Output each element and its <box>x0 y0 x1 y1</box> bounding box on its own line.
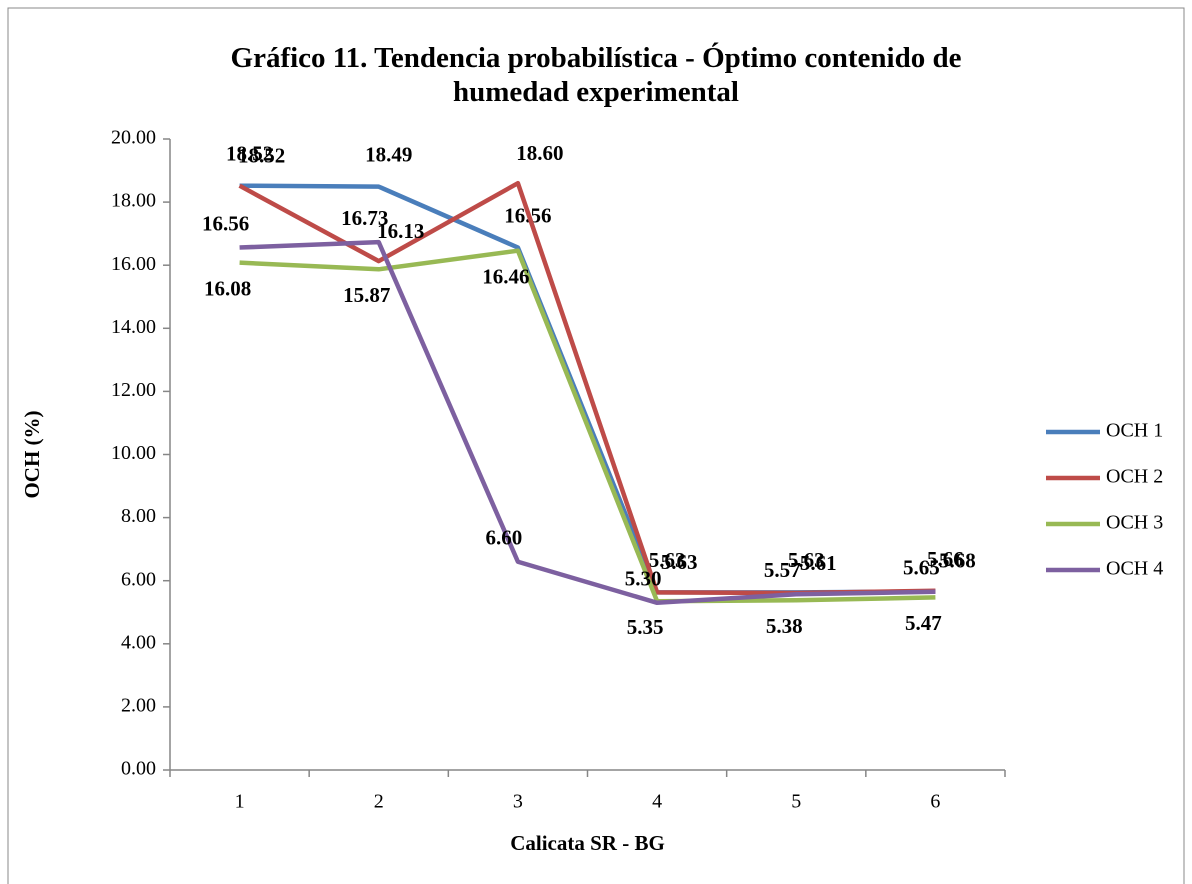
data-label: 18.52 <box>226 142 273 166</box>
y-tick-label: 10.00 <box>111 442 156 464</box>
data-label: 5.65 <box>903 556 940 580</box>
series-line <box>239 248 936 604</box>
data-label: 16.56 <box>202 211 249 235</box>
x-tick-label: 2 <box>374 791 384 813</box>
y-tick-label: 20.00 <box>111 127 156 149</box>
data-label: 5.63 <box>649 548 686 572</box>
data-label: 5.35 <box>627 615 664 639</box>
data-label: 5.47 <box>905 611 942 635</box>
legend-label: OCH 4 <box>1106 558 1163 580</box>
data-label: 16.08 <box>204 276 251 300</box>
series-line <box>239 239 936 606</box>
data-label: 18.49 <box>365 142 412 166</box>
data-label: 5.61 <box>800 551 837 575</box>
data-label: 5.63 <box>788 548 825 572</box>
legend-label: OCH 3 <box>1106 512 1163 534</box>
data-label: 5.68 <box>939 549 976 573</box>
y-tick-label: 12.00 <box>111 379 156 401</box>
data-label: 5.66 <box>927 547 964 571</box>
data-label: 18.60 <box>516 141 563 165</box>
data-label: 5.57 <box>764 558 801 582</box>
chart-frame <box>7 7 1185 884</box>
data-label: 18.52 <box>238 144 285 168</box>
y-tick-label: 14.00 <box>111 316 156 338</box>
x-tick-label: 6 <box>930 791 940 813</box>
data-label: 15.87 <box>343 283 390 307</box>
data-label: 5.30 <box>625 567 662 591</box>
legend-label: OCH 1 <box>1106 420 1163 442</box>
legend-label: OCH 2 <box>1106 466 1163 488</box>
data-label: 16.13 <box>377 219 424 243</box>
data-label: 6.60 <box>486 526 523 550</box>
x-axis-title: Calicata SR - BG <box>510 831 665 855</box>
y-tick-label: 2.00 <box>121 694 156 716</box>
x-tick-label: 4 <box>652 791 662 813</box>
y-tick-label: 6.00 <box>121 568 156 590</box>
y-axis-title: OCH (%) <box>20 410 44 498</box>
data-label: 16.73 <box>341 206 388 230</box>
data-label: 16.46 <box>482 264 529 288</box>
y-tick-label: 16.00 <box>111 253 156 275</box>
x-tick-label: 3 <box>513 791 523 813</box>
y-tick-label: 4.00 <box>121 631 156 653</box>
chart-title: Gráfico 11. Tendencia probabilística - Ó… <box>231 41 962 108</box>
y-tick-label: 18.00 <box>111 190 156 212</box>
y-tick-label: 0.00 <box>121 758 156 780</box>
x-tick-label: 5 <box>791 791 801 813</box>
data-label: 5.63 <box>661 550 698 574</box>
data-label: 5.38 <box>766 614 803 638</box>
x-tick-label: 1 <box>235 791 245 813</box>
y-tick-label: 8.00 <box>121 505 156 527</box>
